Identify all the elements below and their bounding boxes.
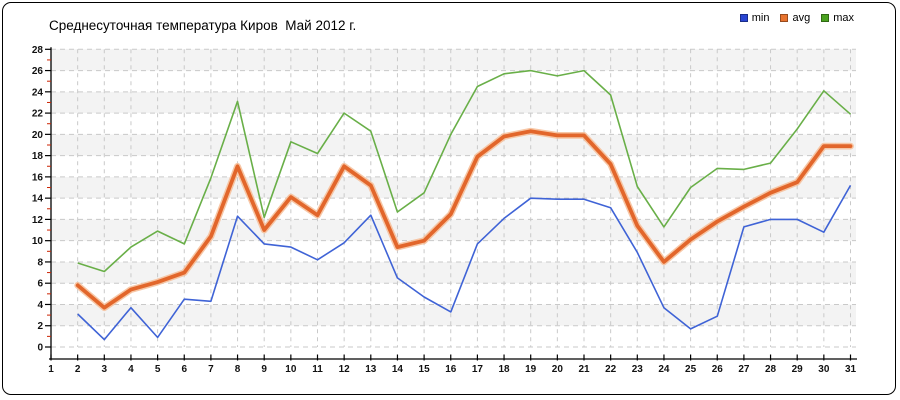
x-tick-label: 30 — [818, 364, 830, 375]
y-tick-label: 14 — [32, 194, 44, 205]
plot-band — [51, 49, 856, 71]
legend-item-max: max — [821, 12, 854, 24]
plot-band — [51, 261, 856, 284]
x-tick-label: 1 — [48, 364, 54, 375]
avg-series-swatch-icon — [780, 14, 789, 22]
plot-band — [51, 155, 856, 177]
legend-label-max: max — [833, 12, 854, 24]
plot-band — [51, 91, 856, 114]
x-tick-label: 6 — [181, 364, 187, 375]
min-series-line — [77, 185, 852, 341]
y-tick-label: 22 — [32, 109, 44, 120]
legend-item-avg: avg — [780, 12, 810, 24]
legend-label-avg: avg — [792, 12, 811, 24]
y-tick-label: 0 — [37, 343, 43, 354]
x-tick-label: 27 — [738, 364, 750, 375]
max-series-swatch-icon — [821, 14, 830, 22]
x-tick-label: 24 — [658, 364, 670, 375]
x-tick-label: 15 — [419, 364, 431, 375]
x-tick-label: 14 — [392, 364, 404, 375]
chart-legend: min avg max — [739, 12, 854, 24]
x-tick-label: 20 — [552, 364, 564, 375]
plot-band — [51, 134, 856, 156]
legend-label-min: min — [751, 12, 770, 24]
x-tick-label: 8 — [235, 364, 241, 375]
plot-band — [51, 176, 856, 199]
x-tick-label: 4 — [128, 364, 134, 375]
x-tick-label: 26 — [712, 364, 724, 375]
y-tick-label: 20 — [32, 130, 44, 141]
plot-band — [51, 219, 856, 241]
plot-band — [51, 240, 856, 262]
x-tick-label: 11 — [312, 364, 323, 375]
x-tick-label: 21 — [578, 364, 590, 375]
y-tick-label: 2 — [37, 321, 43, 332]
page-title: Среднесуточная температура Киров Май 201… — [49, 18, 357, 33]
x-tick-label: 3 — [102, 364, 108, 375]
x-tick-label: 9 — [261, 364, 267, 375]
x-tick-label: 31 — [845, 364, 857, 375]
plot-band — [51, 325, 856, 347]
x-tick-label: 5 — [155, 364, 161, 375]
x-tick-label: 18 — [498, 364, 510, 375]
y-tick-label: 24 — [32, 87, 44, 98]
y-tick-label: 10 — [32, 236, 44, 247]
y-tick-label: 18 — [32, 151, 44, 162]
x-tick-label: 28 — [765, 364, 777, 375]
x-tick-label: 19 — [525, 364, 537, 375]
x-tick-label: 7 — [208, 364, 214, 375]
plot-band — [51, 283, 856, 305]
x-tick-label: 16 — [445, 364, 457, 375]
min-series-swatch-icon — [739, 14, 748, 22]
y-tick-label: 16 — [32, 172, 44, 183]
x-tick-label: 2 — [75, 364, 81, 375]
x-tick-label: 23 — [632, 364, 644, 375]
y-tick-label: 8 — [37, 257, 43, 268]
x-tick-label: 12 — [339, 364, 351, 375]
x-tick-label: 25 — [685, 364, 697, 375]
y-tick-label: 28 — [32, 45, 44, 56]
plot-band — [51, 113, 856, 135]
x-tick-label: 17 — [472, 364, 484, 375]
plot-band — [51, 70, 856, 92]
plot-band — [51, 304, 856, 326]
x-tick-label: 29 — [792, 364, 804, 375]
y-tick-label: 4 — [37, 300, 43, 311]
avg-series-line — [75, 129, 853, 310]
x-tick-label: 10 — [285, 364, 297, 375]
x-tick-label: 22 — [605, 364, 617, 375]
max-series-line — [77, 69, 852, 273]
y-tick-label: 26 — [32, 66, 44, 77]
legend-item-min: min — [739, 12, 770, 24]
y-tick-label: 6 — [37, 279, 43, 290]
y-tick-label: 12 — [32, 215, 44, 226]
x-tick-label: 13 — [365, 364, 377, 375]
